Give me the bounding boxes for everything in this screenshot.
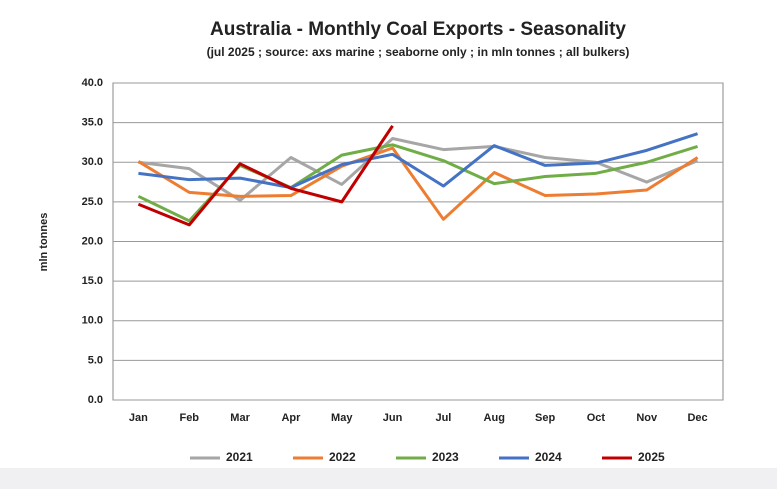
- x-tick-label: Jan: [129, 412, 148, 424]
- x-tick-label: Jun: [383, 412, 403, 424]
- series-line: [138, 132, 699, 190]
- y-tick-label: 30.0: [82, 156, 103, 168]
- x-tick-label: Sep: [535, 412, 555, 424]
- y-tick-label: 0.0: [88, 394, 103, 406]
- series-line: [137, 124, 394, 227]
- y-tick-label: 25.0: [82, 196, 103, 208]
- y-tick-label: 35.0: [82, 117, 103, 129]
- x-tick-label: Jul: [435, 412, 451, 424]
- y-axis-label: mln tonnes: [38, 213, 50, 272]
- legend-label: 2023: [432, 450, 459, 464]
- y-tick-label: 15.0: [82, 275, 103, 287]
- y-tick-label: 40.0: [82, 77, 103, 89]
- footer-band: [0, 468, 777, 489]
- y-tick-label: 20.0: [82, 235, 103, 247]
- x-tick-label: Feb: [179, 412, 199, 424]
- series-line: [137, 146, 699, 221]
- legend-label: 2024: [535, 450, 562, 464]
- y-tick-label: 10.0: [82, 315, 103, 327]
- chart-title: Australia - Monthly Coal Exports - Seaso…: [210, 19, 626, 40]
- x-tick-label: Aug: [484, 412, 505, 424]
- x-tick-label: Nov: [636, 412, 658, 424]
- legend-label: 2025: [638, 450, 665, 464]
- legend-label: 2021: [226, 450, 253, 464]
- x-tick-label: May: [331, 412, 353, 424]
- x-tick-label: Oct: [587, 412, 606, 424]
- x-tick-label: Mar: [230, 412, 250, 424]
- legend-label: 2022: [329, 450, 356, 464]
- x-tick-label: Apr: [281, 412, 301, 424]
- y-tick-label: 5.0: [88, 354, 103, 366]
- x-tick-label: Dec: [687, 412, 707, 424]
- chart-subtitle: (jul 2025 ; source: axs marine ; seaborn…: [207, 45, 630, 59]
